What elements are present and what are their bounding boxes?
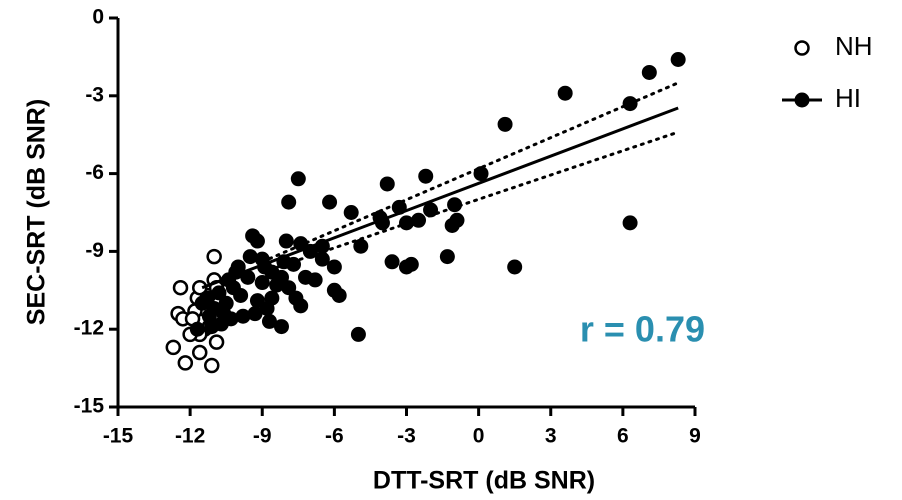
x-tick-label: 3 bbox=[545, 425, 557, 448]
annotation: r = 0.79 bbox=[580, 309, 705, 350]
point bbox=[208, 334, 225, 350]
legend-marker bbox=[794, 92, 810, 108]
point bbox=[204, 319, 220, 335]
point bbox=[249, 233, 265, 249]
point bbox=[507, 259, 523, 275]
fit-line bbox=[201, 106, 679, 290]
x-tick-label: -15 bbox=[103, 425, 134, 448]
x-axis-title: DTT-SRT (dB SNR) bbox=[373, 467, 595, 495]
point bbox=[199, 290, 215, 306]
point bbox=[191, 344, 208, 361]
point bbox=[314, 251, 330, 267]
point bbox=[211, 285, 227, 301]
point bbox=[622, 215, 638, 231]
y-tick-label: 0 bbox=[92, 6, 104, 29]
point bbox=[254, 275, 270, 291]
point bbox=[235, 308, 251, 324]
point bbox=[290, 171, 306, 187]
legend-label: HI bbox=[835, 83, 861, 113]
point bbox=[189, 321, 205, 337]
point bbox=[326, 259, 342, 275]
point bbox=[206, 248, 222, 265]
point bbox=[444, 217, 460, 233]
x-tick-label: 6 bbox=[617, 425, 629, 448]
point bbox=[273, 319, 289, 335]
legend-label: NH bbox=[835, 31, 873, 61]
x-tick-label: -6 bbox=[325, 425, 344, 448]
y-tick-label: -12 bbox=[74, 317, 104, 340]
point bbox=[322, 194, 338, 210]
point bbox=[293, 236, 309, 252]
point bbox=[439, 249, 455, 265]
point bbox=[399, 259, 414, 275]
point bbox=[242, 249, 258, 265]
ci-lower bbox=[260, 130, 680, 274]
point bbox=[670, 51, 686, 67]
point bbox=[353, 238, 369, 254]
point bbox=[384, 254, 400, 270]
point bbox=[350, 326, 366, 342]
point bbox=[216, 306, 232, 322]
point bbox=[641, 64, 657, 80]
point bbox=[177, 355, 194, 371]
point bbox=[259, 300, 275, 316]
point bbox=[326, 282, 342, 298]
legend-marker bbox=[794, 40, 810, 56]
ci-upper bbox=[260, 81, 680, 264]
point bbox=[557, 85, 573, 101]
y-tick-label: -3 bbox=[85, 83, 104, 106]
point bbox=[261, 313, 277, 329]
y-tick-label: -9 bbox=[85, 239, 104, 262]
x-tick-label: -9 bbox=[253, 425, 272, 448]
point bbox=[286, 256, 302, 272]
point bbox=[172, 279, 189, 296]
point bbox=[379, 176, 395, 192]
point bbox=[165, 339, 182, 356]
point bbox=[497, 116, 513, 132]
point bbox=[411, 212, 427, 228]
point bbox=[247, 306, 263, 322]
point bbox=[281, 194, 297, 210]
point bbox=[418, 168, 434, 184]
point bbox=[240, 269, 256, 285]
y-tick-label: -15 bbox=[74, 395, 105, 418]
point bbox=[343, 205, 359, 220]
point bbox=[281, 280, 297, 296]
point bbox=[204, 357, 220, 374]
x-tick-label: -12 bbox=[175, 425, 205, 448]
x-tick-label: -3 bbox=[397, 425, 416, 448]
x-tick-label: 0 bbox=[473, 425, 485, 448]
y-tick-label: -6 bbox=[85, 161, 104, 184]
x-tick-label: 9 bbox=[689, 425, 701, 448]
point bbox=[278, 233, 294, 249]
y-axis-title: SEC-SRT (dB SNR) bbox=[23, 99, 51, 325]
point bbox=[423, 202, 439, 218]
point bbox=[233, 287, 249, 303]
point bbox=[298, 269, 314, 285]
